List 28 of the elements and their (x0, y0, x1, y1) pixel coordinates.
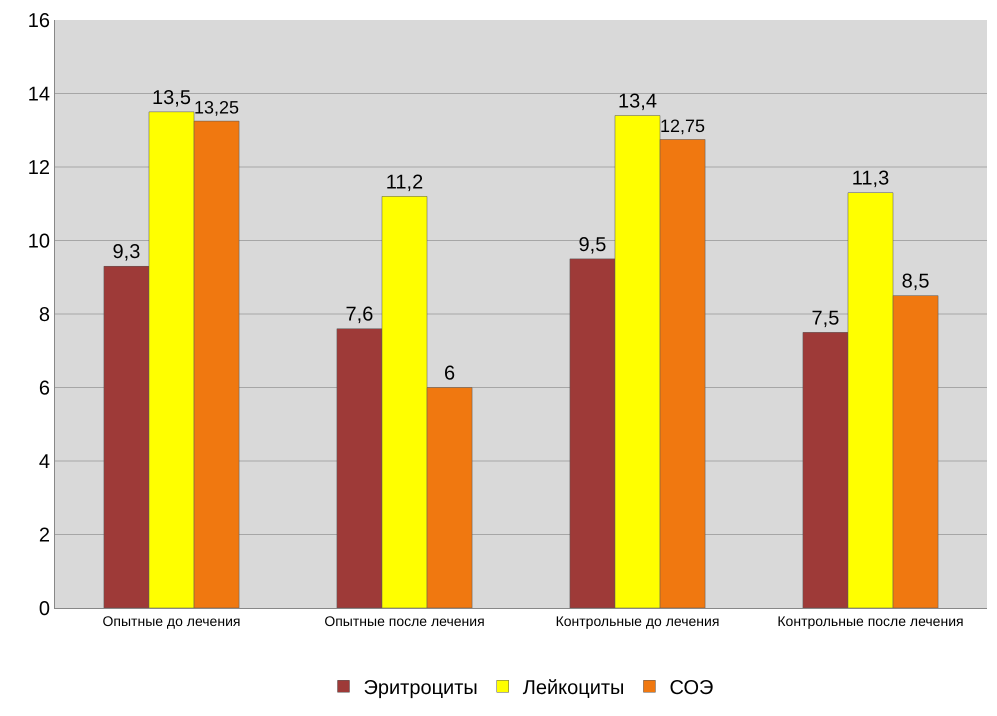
x-tick-label: Опытные после лечения (324, 612, 485, 629)
y-tick-label: 16 (28, 10, 50, 32)
x-tick-label: Опытные до лечения (102, 612, 240, 629)
data-label: 13,25 (194, 98, 240, 118)
x-tick-label: Контрольные до лечения (556, 612, 720, 629)
y-tick-label: 14 (28, 84, 50, 106)
x-tick-label: Контрольные после лечения (777, 612, 964, 629)
data-label: 7,5 (812, 307, 840, 330)
y-tick-label: 6 (38, 378, 50, 400)
data-label: 13,5 (152, 86, 191, 109)
data-label: 8,5 (902, 270, 930, 293)
data-label: 11,3 (852, 168, 890, 190)
y-tick-label: 2 (38, 524, 50, 546)
y-tick-label: 4 (38, 451, 50, 473)
data-label: 7,6 (346, 304, 374, 326)
y-tick-label: 10 (28, 230, 50, 252)
legend-label: Лейкоциты (522, 677, 624, 700)
y-tick-label: 8 (38, 304, 50, 326)
data-label: 6 (444, 362, 456, 384)
legend-label: СОЭ (669, 677, 714, 700)
data-label: 11,2 (386, 171, 424, 194)
y-tick-label: 0 (38, 598, 50, 620)
y-tick-label: 12 (28, 157, 50, 179)
data-label: 13,4 (618, 90, 657, 113)
data-label: 9,5 (578, 234, 606, 256)
data-label: 9,3 (112, 241, 140, 264)
legend-label: Эритроциты (364, 677, 478, 700)
data-label: 12,75 (660, 116, 706, 136)
